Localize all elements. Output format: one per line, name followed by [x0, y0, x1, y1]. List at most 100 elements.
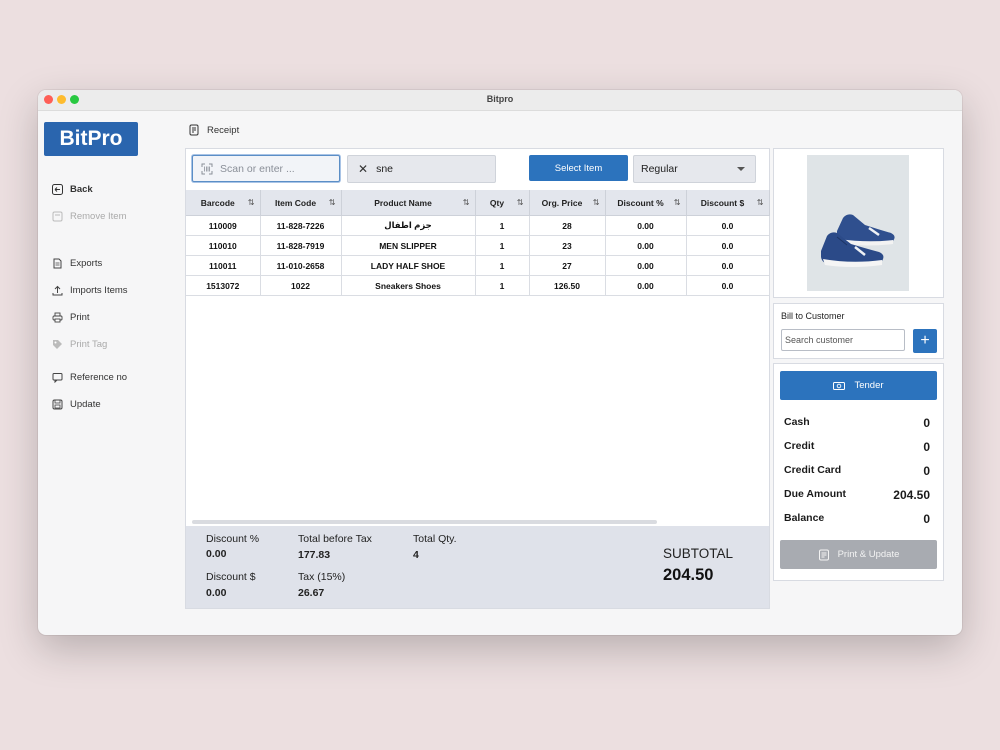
remove-item-button[interactable]: Remove Item — [52, 211, 127, 222]
credit-card-value: 0 — [923, 464, 930, 478]
sort-icon[interactable]: ⇅ — [247, 198, 255, 207]
bill-to-customer-title: Bill to Customer — [781, 311, 845, 321]
sort-icon[interactable]: ⇅ — [673, 198, 681, 207]
tender-button[interactable]: Tender — [780, 371, 937, 400]
table-cell: 110010 — [186, 235, 261, 256]
table-cell: 1022 — [260, 275, 342, 296]
column-header[interactable]: Product Name ⇅ — [341, 190, 476, 216]
remove-item-label: Remove Item — [70, 211, 127, 222]
balance-row: Balance 0 — [784, 512, 930, 526]
table-cell: 0.0 — [686, 255, 770, 276]
print-tag-button[interactable]: Print Tag — [52, 339, 107, 350]
print-button[interactable]: Print — [52, 312, 90, 323]
table-cell: 0.00 — [605, 235, 687, 256]
cash-value: 0 — [923, 416, 930, 430]
column-header[interactable]: Item Code ⇅ — [260, 190, 342, 216]
print-label: Print — [70, 312, 90, 323]
exports-button[interactable]: Exports — [52, 258, 102, 269]
receipt-panel: Scan or enter ... ✕ sne Select Item Regu… — [185, 148, 770, 609]
due-amount-value: 204.50 — [893, 488, 930, 502]
tab-receipt[interactable]: Receipt — [188, 124, 239, 136]
column-header[interactable]: Qty ⇅ — [475, 190, 530, 216]
clear-search-icon[interactable]: ✕ — [358, 162, 369, 176]
print-tag-label: Print Tag — [70, 339, 108, 350]
cash-icon — [833, 380, 846, 392]
back-label: Back — [70, 184, 93, 195]
table-cell: 1 — [475, 215, 530, 236]
discount-percent-value: 0.00 — [206, 548, 227, 560]
print-and-update-button[interactable]: Print & Update — [780, 540, 937, 569]
minimize-window-button[interactable] — [57, 95, 66, 104]
sort-icon[interactable]: ⇅ — [516, 198, 524, 207]
select-item-button[interactable]: Select Item — [529, 155, 628, 181]
discount-amount-value: 0.00 — [206, 587, 227, 599]
reference-no-button[interactable]: Reference no — [52, 372, 127, 383]
table-cell: Sneakers Shoes — [341, 275, 476, 296]
credit-value: 0 — [923, 440, 930, 454]
trash-icon — [52, 211, 63, 222]
reference-no-label: Reference no — [70, 372, 128, 383]
tender-label: Tender — [854, 380, 884, 391]
total-qty-label: Total Qty. — [413, 533, 457, 545]
column-header[interactable]: Discount % ⇅ — [605, 190, 687, 216]
sort-icon[interactable]: ⇅ — [328, 198, 336, 207]
table-cell: 11-828-7226 — [260, 215, 342, 236]
table-row[interactable]: 110011 11-010-2658 LADY HALF SHOE 1 27 0… — [186, 255, 770, 276]
table-cell: 1 — [475, 255, 530, 276]
table-cell: 0.0 — [686, 215, 770, 236]
app-window: Bitpro BitPro Back Remove Item Exports I… — [38, 90, 962, 635]
table-cell: 23 — [529, 235, 606, 256]
print-and-update-label: Print & Update — [837, 549, 900, 560]
table-cell: 28 — [529, 215, 606, 236]
items-table: Barcode ⇅ Item Code ⇅ Product Name ⇅ Qty ⇅ O… — [186, 190, 770, 296]
maximize-window-button[interactable] — [70, 95, 79, 104]
close-window-button[interactable] — [44, 95, 53, 104]
window-title: Bitpro — [486, 94, 514, 104]
payment-panel: Tender Cash 0 Credit 0 Credit Card 0 Due… — [773, 363, 944, 581]
receipt-print-icon — [818, 549, 830, 561]
bitpro-logo: BitPro — [44, 122, 138, 156]
cash-row: Cash 0 — [784, 416, 930, 430]
cash-label: Cash — [784, 416, 810, 428]
update-button[interactable]: Update — [52, 399, 101, 410]
table-cell: 0.0 — [686, 235, 770, 256]
table-cell: MEN SLIPPER — [341, 235, 476, 256]
product-search-field[interactable]: ✕ sne — [347, 155, 496, 183]
table-cell: 0.00 — [605, 215, 687, 236]
column-header[interactable]: Discount $ ⇅ — [686, 190, 770, 216]
column-header[interactable]: Org. Price ⇅ — [529, 190, 606, 216]
total-before-tax-value: 177.83 — [298, 549, 331, 561]
scan-input[interactable]: Scan or enter ... — [192, 155, 340, 182]
customer-search-input[interactable]: Search customer — [781, 329, 905, 351]
table-cell: 110009 — [186, 215, 261, 236]
search-value: sne — [376, 163, 393, 175]
document-icon — [52, 258, 63, 269]
price-type-value: Regular — [641, 163, 678, 175]
table-cell: 11-828-7919 — [260, 235, 342, 256]
sort-icon[interactable]: ⇅ — [462, 198, 470, 207]
product-image-panel — [773, 148, 944, 298]
add-customer-button[interactable]: + — [913, 329, 937, 353]
message-icon — [52, 372, 63, 383]
table-cell: 1513072 — [186, 275, 261, 296]
sort-icon[interactable]: ⇅ — [592, 198, 600, 207]
table-row[interactable]: 110010 11-828-7919 MEN SLIPPER 1 23 0.00… — [186, 235, 770, 256]
save-icon — [52, 399, 63, 410]
column-header[interactable]: Barcode ⇅ — [186, 190, 261, 216]
credit-row: Credit 0 — [784, 440, 930, 454]
total-before-tax-label: Total before Tax — [298, 533, 372, 545]
price-type-dropdown[interactable]: Regular — [633, 155, 756, 183]
sort-icon[interactable]: ⇅ — [756, 198, 764, 207]
upload-icon — [52, 285, 63, 296]
imports-items-button[interactable]: Imports Items — [52, 285, 128, 296]
back-button[interactable]: Back — [52, 184, 93, 195]
table-row[interactable]: 1513072 1022 Sneakers Shoes 1 126.50 0.0… — [186, 275, 770, 296]
table-header-row: Barcode ⇅ Item Code ⇅ Product Name ⇅ Qty ⇅ O… — [186, 190, 770, 216]
table-row[interactable]: 110009 11-828-7226 جزم اطفال 1 28 0.00 0… — [186, 215, 770, 236]
table-cell: 110011 — [186, 255, 261, 276]
credit-card-row: Credit Card 0 — [784, 464, 930, 478]
table-cell: LADY HALF SHOE — [341, 255, 476, 276]
due-amount-label: Due Amount — [784, 488, 847, 500]
tax-label: Tax (15%) — [298, 571, 346, 583]
horizontal-scrollbar[interactable] — [192, 520, 657, 524]
